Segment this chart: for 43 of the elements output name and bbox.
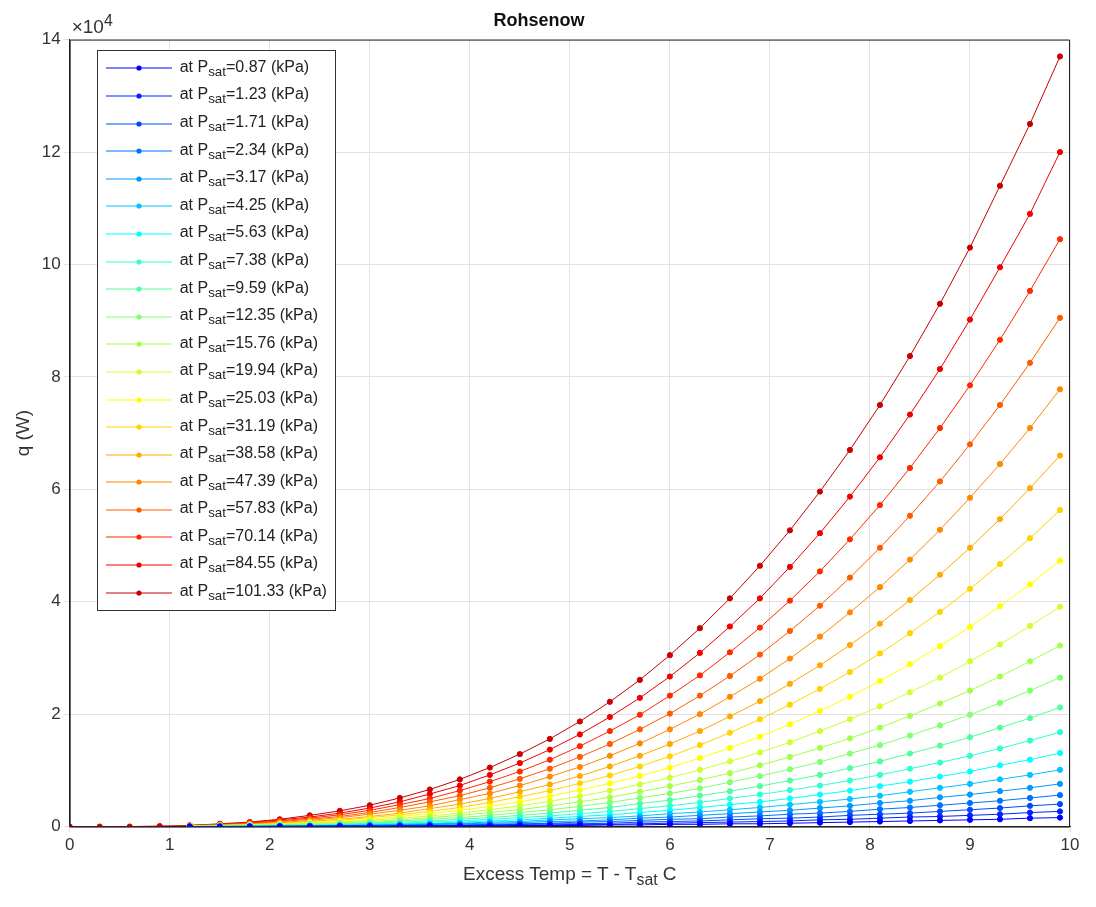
x-axis-title: Excess Temp = T - T$_{sat}$ C	[463, 862, 677, 889]
legend-label: at P$_{sat}$=38.58 (kPa)	[179, 444, 319, 466]
legend-label: at P$_{sat}$=25.03 (kPa)	[179, 388, 319, 411]
x-tick-label: 7	[765, 835, 775, 855]
legend-label: at P$_{sat}$=12.35 (kPa)	[179, 306, 319, 328]
x-tick-label: 9	[965, 835, 975, 855]
x-tick-label: 5	[565, 835, 575, 855]
x-tick-label: 0	[64, 835, 75, 855]
legend-label: at P$_{sat}$=9.59 (kPa)	[179, 278, 310, 300]
y-axis-title: q (W)	[11, 409, 33, 457]
y-tick-label: 8	[51, 366, 61, 386]
y-tick-label: 14	[41, 29, 61, 49]
legend-label: at P$_{sat}$=47.39 (kPa)	[179, 471, 319, 493]
y-tick-label: 2	[51, 703, 61, 723]
x-tick-label: 1	[165, 835, 175, 855]
legend-label: at P$_{sat}$=3.17 (kPa)	[179, 168, 310, 190]
y-tick-label: 12	[41, 141, 61, 161]
x-tick-label: 2	[265, 835, 275, 855]
chart-title: Rohsenow	[493, 9, 586, 30]
y-tick-label: 6	[51, 479, 61, 498]
legend-label: at P$_{sat}$=19.94 (kPa)	[179, 361, 319, 383]
legend-label: at P$_{sat}$=5.63 (kPa)	[179, 223, 310, 245]
x-tick-label: 8	[865, 835, 875, 855]
legend-label: at P$_{sat}$=31.19 (kPa)	[179, 416, 319, 438]
legend-label: at P$_{sat}$=7.38 (kPa)	[179, 250, 310, 273]
y-tick-label: 10	[41, 254, 61, 274]
legend-label: at P$_{sat}$=0.87 (kPa)	[179, 57, 310, 79]
y-tick-label: 4	[51, 591, 61, 611]
legend-label: at P$_{sat}$=1.71 (kPa)	[179, 112, 310, 135]
legend-label: at P$_{sat}$=4.25 (kPa)	[179, 195, 310, 217]
x-tick-label: 6	[665, 835, 675, 855]
legend-label: at P$_{sat}$=1.23 (kPa)	[179, 85, 310, 107]
legend-label: at P$_{sat}$=57.83 (kPa)	[179, 499, 319, 521]
text: ×10$^{4}$	[71, 11, 113, 38]
legend-label: at P$_{sat}$=2.34 (kPa)	[179, 140, 310, 162]
x-tick-label: 10	[1060, 835, 1080, 855]
x-tick-label: 3	[365, 835, 375, 855]
legend-label: at P$_{sat}$=70.14 (kPa)	[179, 526, 319, 549]
legend-label: at P$_{sat}$=15.76 (kPa)	[179, 333, 319, 355]
y-tick-label: 0	[51, 816, 61, 836]
legend-label: at P$_{sat}$=84.55 (kPa)	[179, 554, 319, 576]
legend-label: at P$_{sat}$=101.33 (kPa)	[179, 582, 327, 604]
x-tick-label: 4	[465, 835, 475, 855]
